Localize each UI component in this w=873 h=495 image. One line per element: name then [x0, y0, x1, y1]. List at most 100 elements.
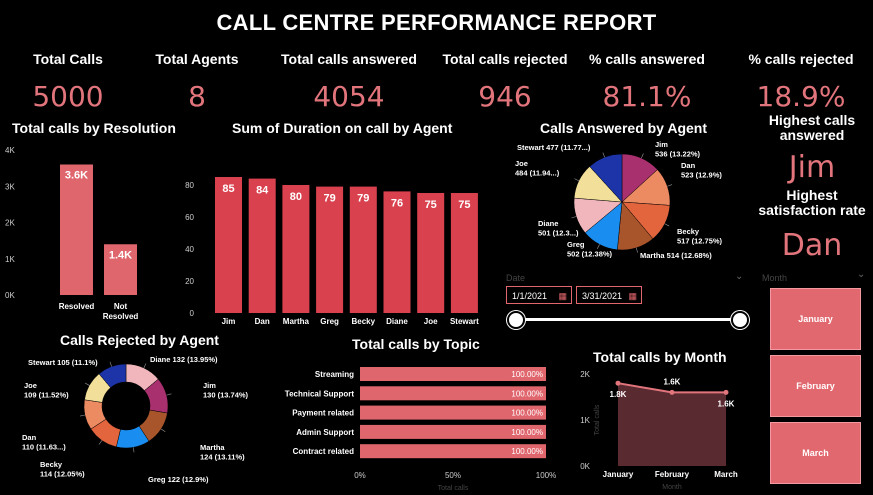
y-tick-label: 3K [5, 182, 15, 191]
pie-leader-line [132, 447, 135, 453]
answered-chart: Jim 536 (13.22%) Dan 523 (12.9%) Becky 517 (1… [515, 140, 723, 260]
kpi-pct-rejected-label: % calls rejected [748, 51, 854, 67]
duration-bar [248, 178, 276, 313]
duration-chart: 0 20 40 60 80 85 Jim 84 Dan 80 Martha 79 Greg 79 Becky… [185, 177, 479, 326]
pie-leader-line [84, 382, 90, 386]
kpi-calls-answered-value: 4054 [313, 80, 385, 113]
y-tick-label: 1K [5, 255, 15, 264]
pie-data-label: Diane 132 (13.95%) [150, 355, 218, 364]
month-point [723, 389, 729, 395]
pie-data-label: Joe 109 (11.52%) [24, 381, 69, 400]
date-slicer-label: Date [506, 273, 526, 283]
bar-data-label: 75 [425, 199, 437, 211]
resolution-bar [60, 164, 93, 295]
duration-bar [316, 186, 344, 313]
calendar-icon[interactable]: ▦ [558, 291, 567, 301]
highest-satisfaction-value: Dan [781, 228, 843, 263]
point-data-label: 1.6K [718, 399, 735, 408]
kpi-total-agents-label: Total Agents [155, 51, 239, 67]
month-chart: 0K 1K 2K Total calls 1.8K January 1.6K February… [580, 370, 738, 491]
y-tick-label: 0K [580, 462, 590, 471]
pie-leader-line [166, 393, 172, 396]
x-tick-label: February [655, 470, 690, 479]
kpi-total-agents-value: 8 [188, 80, 206, 113]
y-tick-label: 60 [185, 213, 194, 222]
date-slicer-chevron-icon[interactable]: ⌄ [735, 271, 744, 282]
pie-data-label: Dan 523 (12.9%) [681, 161, 722, 180]
kpi-calls-rejected-label: Total calls rejected [442, 51, 568, 67]
pie-leader-line [160, 428, 166, 433]
x-tick-label: Resolved [59, 302, 95, 311]
date-slider-end-handle[interactable] [731, 311, 749, 329]
end-date-input[interactable]: 3/31/2021 ▦ [576, 286, 642, 304]
topic-bar [360, 424, 546, 439]
bar-data-label: 85 [222, 183, 234, 195]
pie-data-label: Dan 110 (11.63...) [22, 433, 66, 452]
topic-chart-title: Total calls by Topic [352, 336, 480, 352]
y-tick-label: 4K [5, 146, 15, 155]
resolution-chart: 0K 1K 2K 3K 4K 3.6K Resolved 1.4K Not Resolved [5, 146, 139, 321]
y-tick-label: 20 [185, 277, 194, 286]
pie-leader-line [98, 440, 103, 445]
date-slider-track[interactable] [515, 318, 739, 321]
kpi-pct-answered-value: 81.1% [602, 80, 692, 113]
duration-bar [450, 193, 478, 313]
month-button-march[interactable]: March [770, 422, 861, 484]
y-tick-label: 80 [185, 181, 194, 190]
y-tick-label: 0 [190, 309, 195, 318]
pie-data-label: Joe 484 (11.94...) [515, 159, 560, 178]
bar-data-label: 79 [323, 193, 335, 205]
x-tick-label: Dan [255, 317, 270, 326]
month-button-february[interactable]: February [770, 355, 861, 417]
point-data-label: 1.8K [610, 390, 627, 399]
bar-data-label: 75 [458, 199, 470, 211]
month-area [618, 383, 726, 466]
start-date-value: 1/1/2021 [512, 291, 548, 301]
end-date-value: 3/31/2021 [582, 291, 623, 301]
start-date-input[interactable]: 1/1/2021 ▦ [506, 286, 572, 304]
pie-leader-line [80, 414, 86, 417]
y-tick-label: Technical Support [285, 389, 355, 398]
pie-data-label: Jim 130 (13.74%) [203, 381, 249, 400]
highest-satisfaction-label: Highest satisfaction rate [758, 187, 866, 218]
pie-data-label: Martha 124 (13.11%) [200, 443, 245, 462]
pie-leader-line [641, 153, 644, 159]
calendar-icon[interactable]: ▦ [628, 291, 637, 301]
pie-data-label: Becky 114 (12.05%) [40, 460, 85, 479]
y-tick-label: 2K [580, 370, 590, 379]
pie-leader-line [664, 223, 670, 227]
x-tick-label: Joe [424, 317, 438, 326]
x-tick-label: Not Resolved [103, 302, 139, 321]
pie-leader-line [574, 178, 580, 182]
x-tick-label: Jim [222, 317, 236, 326]
answered-chart-title: Calls Answered by Agent [540, 120, 708, 136]
month-slicer-label: Month [762, 273, 788, 283]
month-button-january[interactable]: January [770, 288, 861, 350]
pie-data-label: Becky 517 (12.75%) [677, 227, 723, 246]
bar-data-label: 3.6K [65, 170, 88, 182]
pie-data-label: Jim 536 (13.22%) [655, 140, 701, 159]
pie-data-label: Stewart 105 (11.1%) [28, 358, 98, 367]
x-tick-label: Greg [320, 317, 339, 326]
topic-bar [360, 444, 546, 459]
month-slicer-chevron-icon[interactable]: ⌄ [857, 269, 866, 280]
bar-data-label: 1.4K [109, 249, 132, 261]
page-title: CALL CENTRE PERFORMANCE REPORT [216, 10, 657, 35]
x-axis-label: Total calls [438, 485, 469, 492]
month-chart-title: Total calls by Month [593, 349, 727, 365]
pie-data-label: Greg 502 (12.38%) [567, 240, 613, 259]
pie-leader-line [667, 184, 673, 187]
bar-data-label: 76 [391, 197, 403, 209]
y-axis-label: Total calls [594, 404, 601, 435]
month-point [615, 380, 621, 386]
date-slider-start-handle[interactable] [507, 311, 525, 329]
x-axis-label: Month [662, 484, 682, 491]
pie-leader-line [602, 152, 605, 158]
bar-data-label: 84 [256, 185, 269, 197]
resolution-bar [104, 244, 137, 295]
duration-bar [349, 186, 377, 313]
duration-bar [417, 193, 445, 313]
kpi-total-calls-value: 5000 [32, 80, 104, 113]
pie-data-label: Greg 122 (12.9%) [148, 475, 209, 484]
duration-chart-title: Sum of Duration on call by Agent [232, 120, 453, 136]
